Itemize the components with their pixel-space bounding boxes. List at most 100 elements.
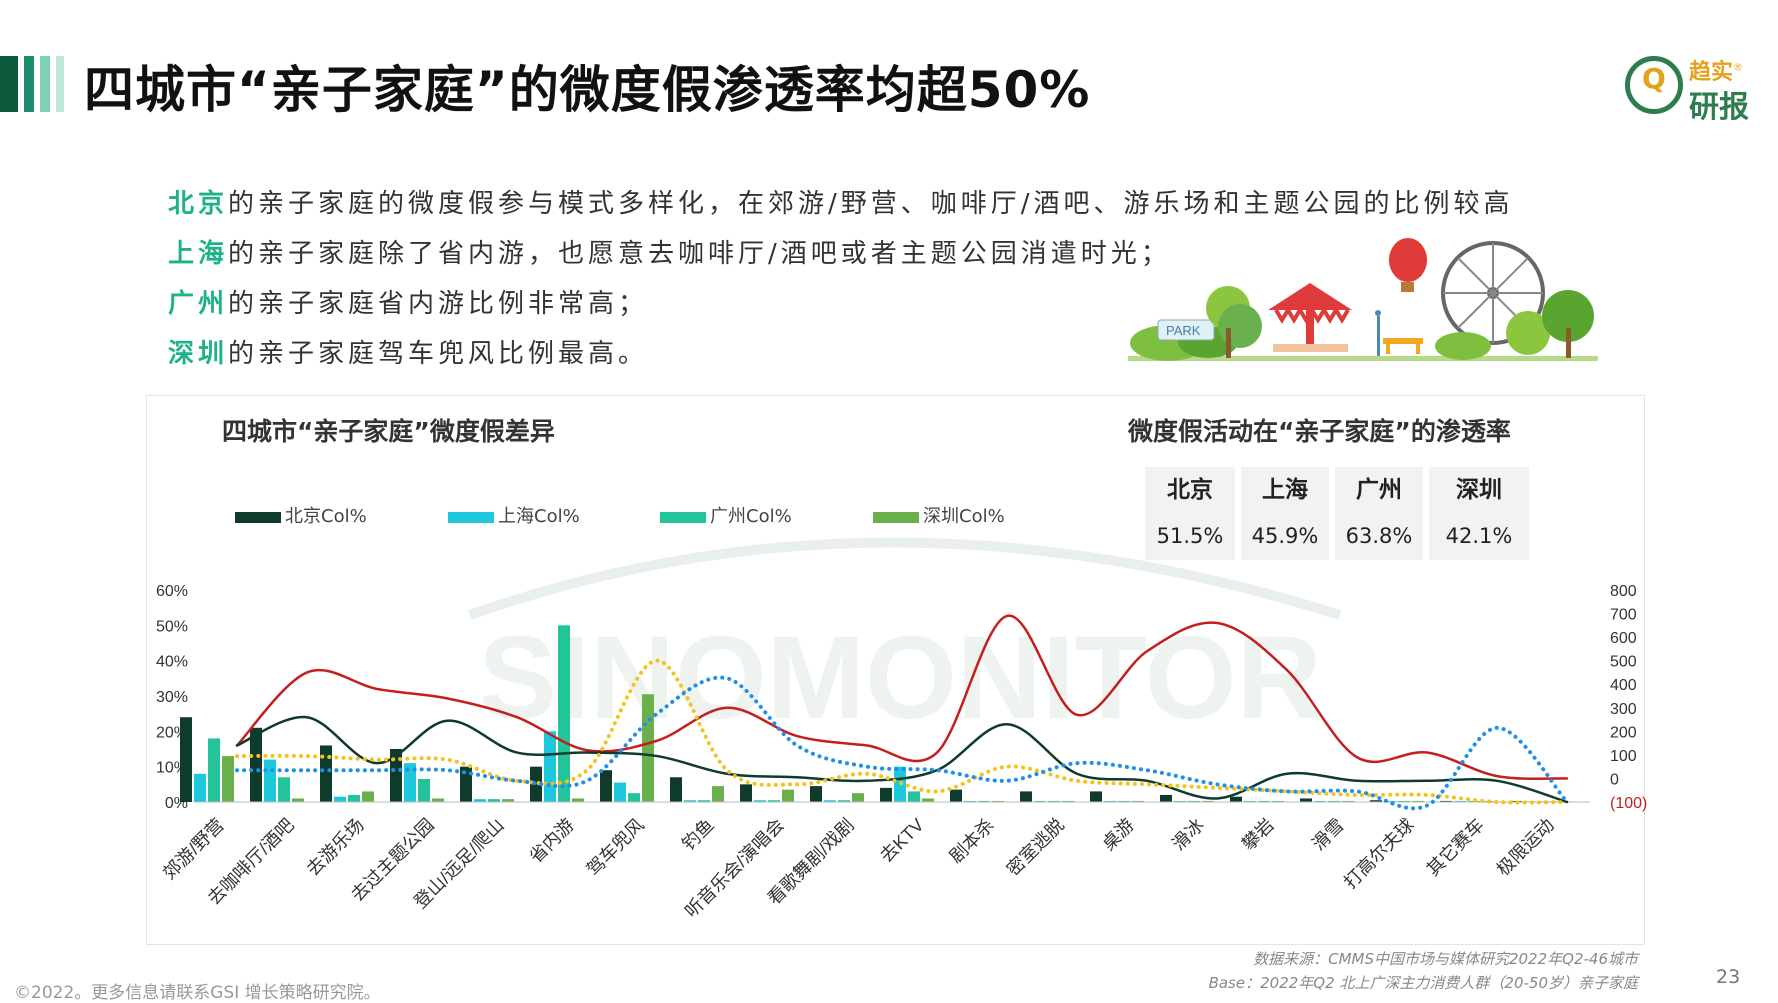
intro-line-4: 深圳的亲子家庭驾车兜风比例最高。	[168, 333, 648, 370]
category-label: 滑冰	[1168, 815, 1208, 855]
bar	[978, 800, 990, 802]
category-label: 密室逃脱	[1003, 815, 1068, 880]
right-axis-tick: 200	[1610, 724, 1637, 741]
bar	[1398, 800, 1410, 802]
bar	[1384, 800, 1396, 802]
category-label: 郊游/野营	[159, 815, 228, 884]
left-axis-tick: 60%	[156, 583, 188, 600]
bar	[642, 694, 654, 802]
bar	[1104, 800, 1116, 802]
right-axis-tick: (100)	[1610, 795, 1647, 812]
bar	[362, 791, 374, 802]
intro-text: 的亲子家庭省内游比例非常高；	[228, 289, 649, 319]
intro-city: 北京	[168, 189, 229, 219]
copyright: ©2022。更多信息请联系GSI 增长策略研究院。	[14, 983, 381, 1003]
bar	[1160, 794, 1172, 802]
category-label: 去KTV	[876, 815, 928, 867]
bar	[614, 782, 626, 802]
intro-city: 深圳	[168, 339, 229, 369]
bar	[824, 800, 836, 802]
bar	[992, 800, 1004, 802]
bar	[1510, 800, 1522, 802]
bar	[1230, 796, 1242, 802]
bar	[1370, 800, 1382, 802]
bar	[404, 763, 416, 802]
bar	[1454, 800, 1466, 802]
table-value-cell: 45.9%	[1241, 513, 1329, 560]
bar	[1272, 800, 1284, 802]
category-label: 驾车兜风	[583, 815, 648, 880]
bar	[1118, 800, 1130, 802]
category-label: 打高尔夫球	[1340, 815, 1418, 893]
bar	[544, 731, 556, 802]
right-axis-tick: 0	[1610, 771, 1619, 788]
right-axis-tick: 100	[1610, 748, 1637, 765]
category-label: 攀岩	[1238, 815, 1278, 855]
bar	[194, 773, 206, 802]
bar	[1258, 800, 1270, 802]
legend-swatch	[448, 511, 494, 523]
chart-panel	[146, 395, 1645, 945]
bar	[488, 799, 500, 802]
bar	[1132, 800, 1144, 802]
left-panel-title: 四城市“亲子家庭”微度假差异	[222, 417, 555, 446]
bar	[908, 791, 920, 802]
bar	[1342, 800, 1354, 802]
bar	[334, 796, 346, 802]
table-value-cell: 51.5%	[1145, 513, 1235, 560]
bar	[670, 777, 682, 802]
bar	[180, 717, 192, 802]
right-axis-tick: 800	[1610, 583, 1637, 600]
page-number: 23	[1716, 966, 1741, 988]
legend-swatch	[873, 511, 919, 523]
intro-text: 的亲子家庭驾车兜风比例最高。	[228, 339, 649, 369]
left-axis-tick: 30%	[156, 689, 188, 706]
table-value-cell: 63.8%	[1335, 513, 1423, 560]
bar	[208, 738, 220, 802]
series-line	[235, 658, 1569, 805]
bar	[572, 798, 584, 802]
right-axis-tick: 400	[1610, 677, 1637, 694]
category-label: 桌游	[1098, 815, 1138, 855]
bar	[502, 799, 514, 802]
logo-circle-icon	[1625, 56, 1683, 114]
series-line	[235, 614, 1569, 780]
bar	[1090, 791, 1102, 802]
bar	[782, 789, 794, 802]
bar	[1020, 791, 1032, 802]
category-label: 去游乐场	[303, 815, 368, 880]
bar	[950, 789, 962, 802]
category-label: 剧本杀	[946, 815, 998, 867]
right-axis-tick: 300	[1610, 701, 1637, 718]
bar	[558, 625, 570, 802]
logo-text-top: 趋实®	[1689, 60, 1744, 85]
bar	[1048, 800, 1060, 802]
bar	[1034, 800, 1046, 802]
bar	[292, 798, 304, 802]
left-axis-tick: 50%	[156, 618, 188, 635]
legend-swatch	[235, 511, 281, 523]
bar	[852, 793, 864, 802]
left-axis-tick: 10%	[156, 760, 188, 777]
intro-line-1: 北京的亲子家庭的微度假参与模式多样化，在郊游/野营、咖啡厅/酒吧、游乐场和主题公…	[168, 183, 1514, 220]
left-axis-tick: 40%	[156, 654, 188, 671]
park-sign-text: PARK	[1166, 323, 1201, 338]
left-axis-tick: 20%	[156, 724, 188, 741]
bar	[1174, 800, 1186, 802]
table-header-cell: 上海	[1241, 467, 1329, 513]
legend-item: 深圳Col%	[873, 502, 1005, 528]
bar	[600, 770, 612, 802]
bar	[838, 800, 850, 802]
bar	[740, 784, 752, 802]
bar	[474, 799, 486, 802]
bar	[250, 727, 262, 802]
bar	[320, 745, 332, 802]
bar	[922, 798, 934, 802]
category-label: 滑雪	[1308, 815, 1348, 855]
category-label: 其它赛车	[1423, 815, 1488, 880]
bar	[264, 759, 276, 802]
bar	[1314, 800, 1326, 802]
bar	[754, 800, 766, 802]
logo-text-bottom: 研报	[1689, 90, 1749, 125]
